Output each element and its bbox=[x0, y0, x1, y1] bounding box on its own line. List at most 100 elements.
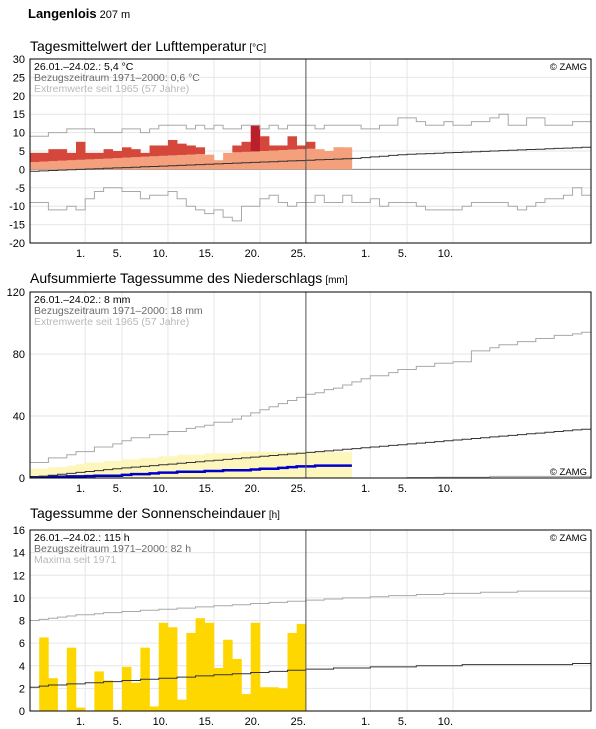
temp-bar-anomaly bbox=[103, 149, 114, 159]
temp-bar-base bbox=[259, 151, 270, 170]
temp-bar-anomaly bbox=[259, 136, 270, 151]
y-tick-label: -5 bbox=[15, 183, 25, 195]
sun-bar bbox=[232, 658, 242, 711]
plot-frame bbox=[29, 529, 592, 712]
legend-line-1: 26.01.–24.02.: 115 h bbox=[34, 532, 130, 544]
temperature-chart-title: Tagesmittelwert der Lufttemperatur [°C] bbox=[30, 38, 266, 54]
temp-bar-anomaly bbox=[39, 152, 49, 162]
y-tick-label: 20 bbox=[13, 91, 25, 103]
y-tick-label: 0 bbox=[19, 706, 25, 718]
normal-line bbox=[30, 146, 591, 172]
x-tick-label: 25. bbox=[291, 248, 306, 260]
sun-bar bbox=[131, 682, 141, 711]
source-label: © ZAMG bbox=[550, 533, 587, 544]
temp-bar-base bbox=[287, 149, 298, 170]
x-tick-label: 5. bbox=[113, 483, 122, 495]
temp-bar-base bbox=[94, 158, 104, 170]
temp-bar-base bbox=[195, 154, 206, 170]
plot-frame bbox=[29, 58, 592, 244]
temp-bar-anomaly bbox=[250, 125, 261, 152]
plot-frame bbox=[29, 291, 592, 479]
x-tick-label: 15. bbox=[199, 248, 214, 260]
x-tick-label: 10. bbox=[153, 248, 168, 260]
sun-bar bbox=[103, 680, 114, 711]
temp-bar-anomaly bbox=[241, 141, 252, 152]
temp-bar-base bbox=[131, 157, 141, 170]
temp-bar-anomaly bbox=[85, 152, 95, 160]
sun-bar bbox=[94, 671, 104, 711]
temp-bar-anomaly bbox=[57, 149, 68, 161]
temp-bar-base bbox=[305, 148, 316, 170]
y-tick-label: 12 bbox=[13, 570, 25, 582]
x-tick-label: 1. bbox=[361, 716, 370, 728]
y-tick-label: 8 bbox=[19, 616, 25, 628]
temp-bar-base bbox=[296, 149, 307, 170]
legend-line-2: Bezugszeitraum 1971–2000: 0,6 °C bbox=[34, 72, 200, 84]
y-tick-label: 40 bbox=[13, 411, 25, 423]
temp-bar-anomaly bbox=[296, 145, 307, 150]
y-tick-label: 0 bbox=[19, 164, 25, 176]
y-tick-label: 30 bbox=[13, 54, 25, 66]
temp-bar-anomaly bbox=[121, 147, 132, 158]
temp-bar-anomaly bbox=[112, 151, 123, 159]
temp-bar-base bbox=[204, 154, 215, 170]
y-tick-label: 4 bbox=[19, 661, 25, 673]
temp-bar-anomaly bbox=[48, 149, 58, 162]
x-tick-label: 1. bbox=[361, 248, 370, 260]
temp-bar-anomaly bbox=[30, 152, 40, 163]
x-tick-label: 1. bbox=[361, 483, 370, 495]
temp-bar-anomaly bbox=[305, 141, 316, 149]
x-tick-label: 5. bbox=[398, 716, 407, 728]
x-tick-label: 15. bbox=[199, 483, 214, 495]
temp-bar-base bbox=[112, 158, 123, 170]
x-tick-label: 10. bbox=[438, 248, 453, 260]
sun-bar bbox=[269, 687, 279, 711]
precip-area bbox=[30, 451, 352, 478]
y-tick-label: 15 bbox=[13, 109, 25, 121]
temp-bar-anomaly bbox=[232, 145, 242, 153]
sun-bar bbox=[259, 687, 270, 711]
temp-bar-anomaly bbox=[66, 152, 77, 161]
temp-bar-anomaly bbox=[186, 145, 196, 155]
temp-bar-base bbox=[278, 150, 288, 170]
temp-bar-anomaly bbox=[195, 147, 206, 155]
x-tick-label: 20. bbox=[245, 716, 260, 728]
sun-bar bbox=[241, 694, 252, 711]
temp-bar-anomaly bbox=[278, 145, 288, 151]
x-tick-label: 1. bbox=[76, 483, 85, 495]
legend-line-1: 26.01.–24.02.: 8 mm bbox=[34, 294, 131, 306]
temperature-chart: 30 25 20 15 10 5 0 -5 -10 -15 -20 1. 5. 10. 15. 20. 25. 1… bbox=[9, 54, 592, 260]
x-tick-label: 25. bbox=[291, 716, 306, 728]
sun-bar bbox=[149, 706, 160, 711]
source-label: © ZAMG bbox=[550, 467, 587, 478]
normal-line bbox=[30, 428, 591, 478]
x-tick-label: 25. bbox=[291, 483, 306, 495]
temp-bar-anomaly bbox=[287, 136, 298, 150]
sun-bar bbox=[121, 666, 132, 711]
sun-bar bbox=[177, 699, 187, 711]
y-tick-label: 0 bbox=[19, 473, 25, 485]
temp-bar-base bbox=[269, 150, 279, 170]
temp-bar-anomaly bbox=[131, 149, 141, 158]
normal-line bbox=[30, 663, 591, 688]
legend-line-3: Extremwerte seit 1965 (57 Jahre) bbox=[34, 316, 189, 328]
temp-bar-base bbox=[75, 159, 86, 170]
y-tick-label: -10 bbox=[9, 201, 25, 213]
temp-bar-base bbox=[315, 149, 325, 170]
sun-bar bbox=[223, 639, 233, 711]
precipitation-chart: 120 80 40 0 1. 5. 10. 15. 20. 25. 1. 5. 10. 26.01.–24… bbox=[7, 287, 592, 495]
temp-bar-anomaly bbox=[75, 141, 86, 160]
min-extreme-line bbox=[30, 187, 591, 222]
y-tick-label: 5 bbox=[19, 146, 25, 158]
sun-bar bbox=[296, 623, 307, 711]
source-label: © ZAMG bbox=[550, 62, 587, 73]
temperature-unit: [°C] bbox=[249, 43, 267, 54]
sun-bar bbox=[75, 707, 86, 711]
y-tick-label: 25 bbox=[13, 72, 25, 84]
legend-line-3: Maxima seit 1971 bbox=[34, 554, 116, 566]
legend-line-1: 26.01.–24.02.: 5,4 °C bbox=[34, 61, 134, 73]
sunshine-unit: [h] bbox=[268, 510, 280, 521]
temp-bar-base bbox=[177, 154, 187, 170]
sun-bar bbox=[195, 618, 206, 711]
